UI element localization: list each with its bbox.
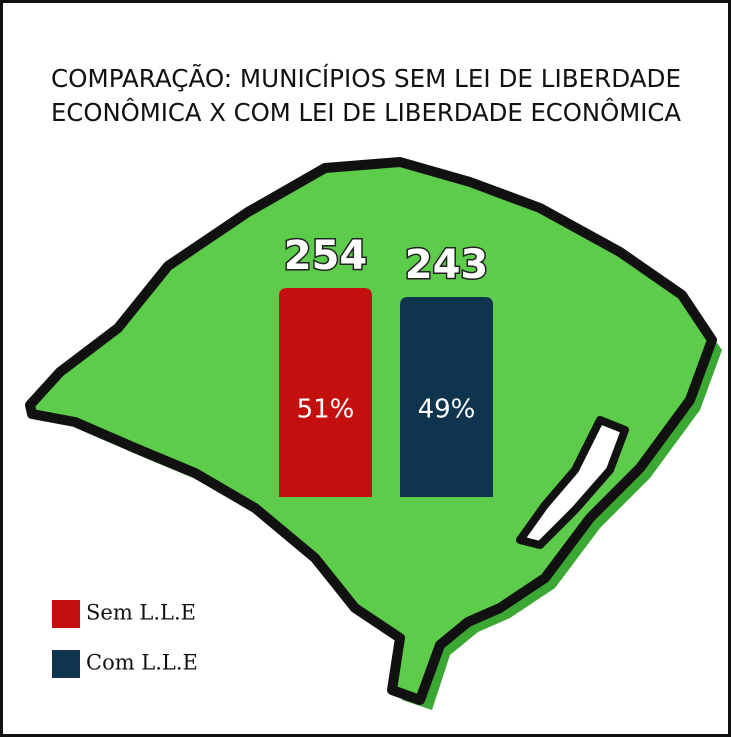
bar (400, 297, 493, 497)
chart-title: ECONÔMICA X COM LEI DE LIBERDADE ECONÔMI… (51, 97, 681, 127)
percentage-label: 49% (418, 395, 476, 425)
legend-label: Sem L.L.E (86, 601, 196, 625)
bar (279, 288, 372, 497)
chart-title: COMPARAÇÃO: MUNICÍPIOS SEM LEI DE LIBERD… (51, 63, 681, 93)
value-label: 254 (284, 233, 368, 279)
legend-swatch (52, 650, 80, 678)
percentage-label: 51% (297, 395, 355, 425)
legend-label: Com L.L.E (86, 651, 198, 675)
value-label: 243 (405, 242, 489, 288)
legend-swatch (52, 600, 80, 628)
